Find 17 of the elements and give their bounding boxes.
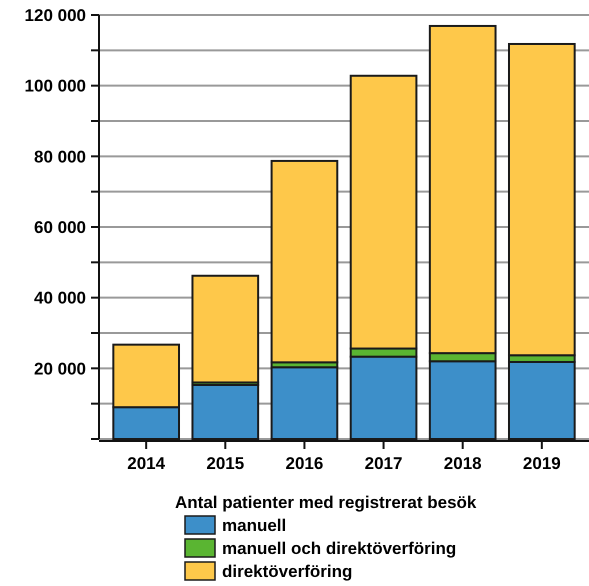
legend-label: direktöverföring [222, 562, 352, 581]
x-tick-label: 2019 [522, 454, 561, 473]
y-tick-label: 60 000 [34, 218, 86, 237]
x-tick-label: 2015 [206, 454, 244, 473]
y-tick-label: 100 000 [24, 76, 86, 96]
x-tick-label: 2014 [127, 454, 166, 473]
y-tick-label: 20 000 [34, 359, 86, 378]
x-tick-label: 2017 [364, 454, 402, 473]
legend-title: Antal patienter med registrerat besök [175, 493, 477, 512]
legend-label: manuell [222, 516, 286, 535]
x-tick-label: 2018 [444, 454, 482, 473]
legend-label: manuell och direktöverföring [222, 538, 456, 558]
y-tick-label: 80 000 [34, 147, 86, 166]
bar [191, 274, 260, 384]
y-tick-label: 120 000 [24, 6, 86, 25]
x-tick-label: 2016 [286, 454, 324, 473]
y-tick-label: 40 000 [34, 288, 86, 308]
